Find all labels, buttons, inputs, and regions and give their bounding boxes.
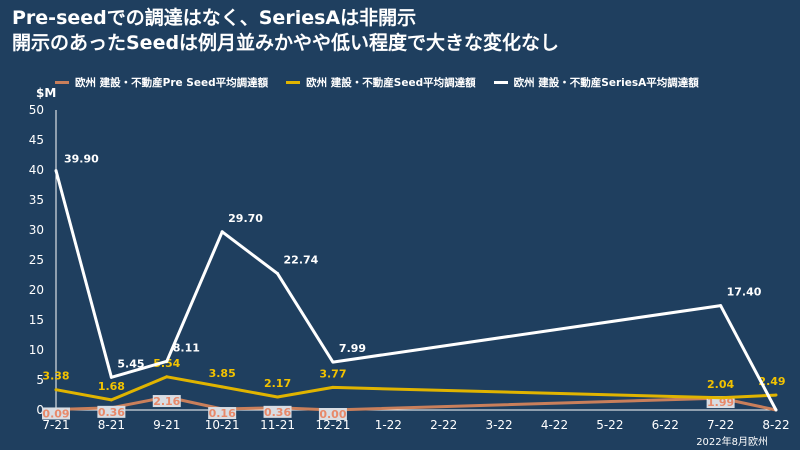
series-0-label-group: 2.16 <box>152 395 181 408</box>
series-1-data-label: 1.68 <box>98 380 125 393</box>
series-0-label-bg <box>42 407 70 420</box>
legend-item-preseed: 欧州 建設・不動産Pre Seed平均調達額 <box>55 75 268 90</box>
series-1-point <box>165 375 169 379</box>
y-tick-label: 20 <box>29 283 44 297</box>
x-tick-label: 10-21 <box>205 418 240 432</box>
y-tick-label: 35 <box>29 193 44 207</box>
series-2-data-label: 8.11 <box>173 341 200 354</box>
series-1-data-label: 3.77 <box>319 367 346 380</box>
legend-item-seriesa: 欧州 建設・不動産SeriesA平均調達額 <box>493 75 699 90</box>
legend-swatch-preseed <box>55 80 69 84</box>
series-2-data-label: 7.99 <box>339 342 366 355</box>
series-1-point <box>276 395 280 399</box>
series-1-point <box>54 388 58 392</box>
series-0-data-label: 1.99 <box>707 396 734 409</box>
series-0-data-label: 0.36 <box>98 406 125 419</box>
series-1-point <box>719 396 723 400</box>
legend: 欧州 建設・不動産Pre Seed平均調達額 欧州 建設・不動産Seed平均調達… <box>55 73 795 91</box>
series-0-data-label: 0.36 <box>264 406 291 419</box>
series-2-data-label: 5.45 <box>117 357 144 370</box>
series-0-data-label: 0.16 <box>209 407 236 420</box>
series-0-label-bg <box>318 408 347 420</box>
series-0-label-group: 0.09 <box>42 407 70 420</box>
legend-swatch-seriesa <box>493 80 508 84</box>
series-0-label-group: 0.36 <box>263 405 292 419</box>
series-0-data-label: 0.00 <box>319 408 346 421</box>
series-1-data-label: 3.85 <box>209 367 236 380</box>
series-2-point <box>719 304 723 308</box>
x-tick-label: 9-21 <box>153 418 180 432</box>
series-1-data-label: 5.54 <box>153 357 180 370</box>
series-2-data-label: 29.70 <box>228 212 263 225</box>
series-line-1 <box>55 375 777 402</box>
series-2-point <box>774 408 778 412</box>
legend-item-seed: 欧州 建設・不動産Seed平均調達額 <box>286 75 476 90</box>
x-tick-label: 4-22 <box>541 418 568 432</box>
series-2-data-label: 39.90 <box>64 153 99 166</box>
series-0-data-label: 2.16 <box>153 395 180 408</box>
y-tick-label: 5 <box>36 373 44 387</box>
series-0-label-bg <box>152 395 181 408</box>
y-tick-label: 0 <box>36 403 44 417</box>
series-2-point <box>109 375 113 379</box>
y-tick-label: 25 <box>29 253 44 267</box>
source-note: 2022年8月欧州 <box>696 437 768 448</box>
series-1-data-label: 2.17 <box>264 377 291 390</box>
series-0-label-bg <box>97 405 126 418</box>
x-tick-label: 3-22 <box>485 418 512 432</box>
legend-label-seriesa: 欧州 建設・不動産SeriesA平均調達額 <box>513 76 699 89</box>
series-2-data-label: 22.74 <box>284 254 319 267</box>
y-tick-label: 10 <box>29 343 44 357</box>
title-line-2: 開示のあったSeedは例月並みかやや低い程度で大きな変化なし <box>12 32 560 54</box>
series-1-point <box>331 385 335 389</box>
title-line-1: Pre-seedでの調達はなく、SeriesAは非開示 <box>12 7 417 29</box>
series-1-data-label: 3.38 <box>42 370 69 383</box>
x-tick-label: 7-21 <box>42 418 69 432</box>
series-0-label-bg <box>208 407 237 420</box>
x-tick-label: 8-21 <box>98 418 125 432</box>
x-tick-label: 6-22 <box>652 418 679 432</box>
series-2-point <box>54 169 58 173</box>
y-tick-label: 45 <box>29 133 44 147</box>
series-0-data-label: 0.09 <box>42 407 69 420</box>
legend-label-seed: 欧州 建設・不動産Seed平均調達額 <box>306 76 476 89</box>
x-tick-label: 11-21 <box>260 418 295 432</box>
y-axis-unit: $M <box>36 86 57 100</box>
x-tick-label: 2-22 <box>430 418 457 432</box>
series-2-point <box>331 360 335 364</box>
series-line-2 <box>54 170 778 411</box>
series-1-data-label: 2.04 <box>707 378 734 391</box>
series-1-point <box>109 398 113 402</box>
x-tick-label: 7-22 <box>707 418 734 432</box>
y-tick-label: 15 <box>29 313 44 327</box>
series-2-data-label: 17.40 <box>727 286 762 299</box>
series-0-label-group: 0.36 <box>97 405 126 419</box>
series-1-point <box>774 393 778 397</box>
series-1-data-label: 2.49 <box>758 375 785 388</box>
legend-label-preseed: 欧州 建設・不動産Pre Seed平均調達額 <box>75 76 269 89</box>
series-0-label-group: 0.00 <box>318 408 347 421</box>
y-tick-label: 40 <box>29 163 44 177</box>
x-tick-label: 1-22 <box>375 418 402 432</box>
series-2-point <box>276 272 280 276</box>
series-0-label-bg <box>263 405 292 418</box>
series-1-point <box>220 385 224 389</box>
series-2-point <box>220 230 224 234</box>
x-tick-label: 5-22 <box>596 418 623 432</box>
chart-title: Pre-seedでの調達はなく、SeriesAは非開示 開示のあったSeedは例… <box>12 6 559 56</box>
y-tick-label: 30 <box>29 223 44 237</box>
series-2-point <box>165 359 169 363</box>
legend-swatch-seed <box>286 80 301 84</box>
series-0-label-group: 0.16 <box>208 407 237 420</box>
y-tick-label: 50 <box>29 103 44 117</box>
x-tick-label: 12-21 <box>315 418 350 432</box>
x-tick-label: 8-22 <box>762 418 789 432</box>
